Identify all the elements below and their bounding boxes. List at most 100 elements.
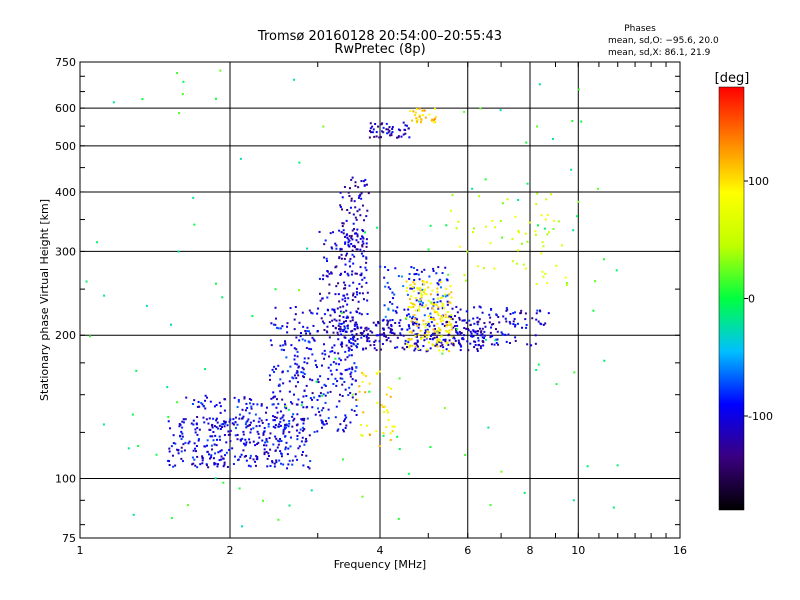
data-point: [448, 333, 451, 336]
data-point: [413, 283, 416, 286]
data-point: [344, 300, 347, 303]
data-point: [490, 343, 493, 346]
data-point: [329, 363, 332, 366]
data-point: [222, 481, 225, 484]
data-point: [439, 328, 442, 331]
data-point: [479, 345, 482, 348]
data-point: [286, 331, 289, 334]
data-point: [246, 425, 249, 428]
data-point: [237, 458, 240, 461]
data-point: [459, 344, 462, 347]
data-point: [367, 327, 370, 330]
data-point: [279, 410, 282, 413]
data-point: [429, 317, 432, 320]
data-point: [487, 426, 490, 429]
data-point: [213, 425, 216, 428]
data-point: [313, 430, 316, 433]
data-point: [535, 203, 538, 206]
data-point: [344, 327, 347, 330]
data-point: [384, 335, 387, 338]
data-point: [302, 395, 305, 398]
data-point: [381, 333, 384, 336]
data-point: [350, 383, 353, 386]
data-point: [436, 329, 439, 332]
data-point: [410, 330, 413, 333]
data-point: [329, 232, 332, 235]
data-point: [505, 320, 508, 323]
data-point: [318, 230, 321, 233]
y-tick-label: 200: [55, 329, 76, 342]
data-point: [453, 314, 456, 317]
data-point: [288, 504, 291, 507]
data-point: [458, 245, 461, 248]
data-point: [319, 299, 322, 302]
data-point: [477, 343, 480, 346]
data-point: [234, 421, 237, 424]
data-point: [199, 463, 202, 466]
data-point: [344, 241, 347, 244]
data-point: [218, 459, 221, 462]
data-point: [427, 286, 430, 289]
data-point: [182, 80, 185, 83]
data-point: [440, 320, 443, 323]
data-point: [476, 265, 479, 268]
data-point: [168, 460, 171, 463]
data-point: [426, 348, 429, 351]
data-point: [519, 311, 522, 314]
data-point: [433, 117, 436, 120]
data-point: [345, 424, 348, 427]
data-point: [376, 226, 379, 229]
data-point: [297, 447, 300, 450]
data-point: [302, 376, 305, 379]
data-point: [346, 208, 349, 211]
data-point: [413, 342, 416, 345]
data-point: [206, 450, 209, 453]
data-point: [277, 425, 280, 428]
data-point: [208, 417, 211, 420]
data-point: [448, 350, 451, 353]
data-point: [366, 299, 369, 302]
data-point: [444, 340, 447, 343]
data-point: [368, 136, 371, 139]
data-points: [85, 69, 619, 528]
data-point: [311, 336, 314, 339]
data-point: [208, 453, 211, 456]
data-point: [448, 339, 451, 342]
data-point: [298, 161, 301, 164]
data-point: [348, 194, 351, 197]
data-point: [254, 444, 257, 447]
data-point: [524, 312, 527, 315]
data-point: [413, 322, 416, 325]
data-point: [517, 231, 520, 234]
data-point: [287, 425, 290, 428]
data-point: [324, 239, 327, 242]
data-point: [192, 419, 195, 422]
data-point: [540, 214, 543, 217]
data-point: [313, 339, 316, 342]
data-point: [481, 339, 484, 342]
data-point: [525, 326, 528, 329]
data-point: [273, 395, 276, 398]
data-point: [458, 341, 461, 344]
data-point: [302, 429, 305, 432]
data-point: [294, 362, 297, 365]
data-point: [346, 356, 349, 359]
data-point: [170, 323, 173, 326]
data-point: [390, 132, 393, 135]
data-point: [279, 344, 282, 347]
data-point: [348, 339, 351, 342]
data-point: [332, 324, 335, 327]
data-point: [383, 405, 386, 408]
data-point: [323, 343, 326, 346]
data-point: [318, 292, 321, 295]
y-tick-label: 400: [55, 186, 76, 199]
data-point: [460, 331, 463, 334]
data-point: [339, 330, 342, 333]
data-point: [530, 344, 533, 347]
data-point: [537, 224, 540, 227]
data-point: [339, 204, 342, 207]
data-point: [354, 379, 357, 382]
data-point: [387, 320, 390, 323]
data-point: [447, 273, 450, 276]
y-tick-label: 750: [55, 56, 76, 69]
